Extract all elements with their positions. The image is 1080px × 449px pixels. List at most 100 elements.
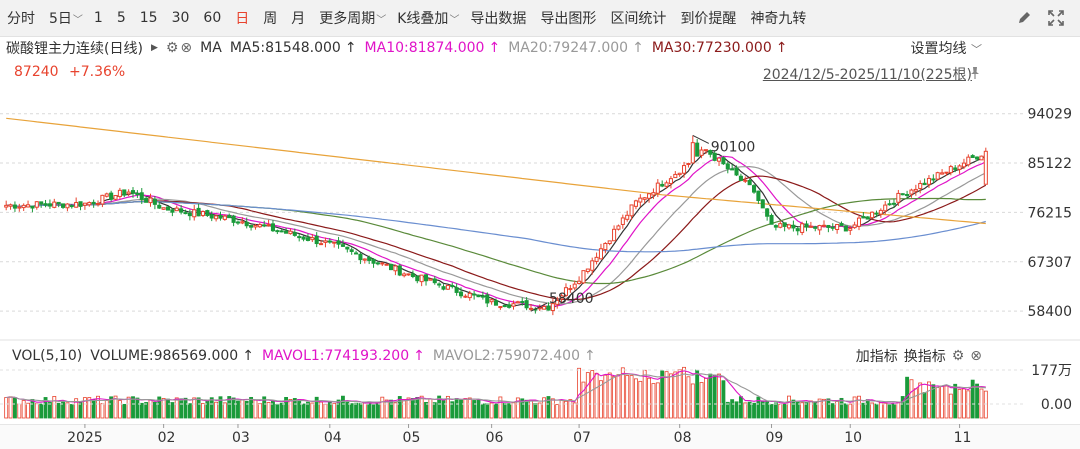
volume-bar (603, 374, 608, 419)
candle (922, 178, 927, 186)
last-price: 87240 (14, 64, 59, 80)
volume-bar (699, 382, 704, 419)
volume-bar (515, 397, 520, 419)
chevron-down-icon: ﹀ (971, 43, 982, 56)
candle (345, 246, 350, 253)
settings-gear-icon[interactable]: ⚙ (165, 40, 179, 56)
candle-body (843, 225, 848, 232)
candle (800, 221, 805, 236)
candle (253, 223, 258, 230)
fullscreen-icon[interactable] (1046, 8, 1066, 28)
volume-bar (616, 374, 621, 419)
candle-body (747, 180, 752, 186)
date-range-label[interactable]: 2024/12/5-2025/11/10(225根) (762, 67, 972, 83)
candle (249, 225, 254, 231)
candle (940, 169, 945, 175)
period-tab-11[interactable]: K线叠加 (397, 11, 449, 27)
period-tab-2[interactable]: 1 (93, 10, 103, 26)
candle-body (419, 274, 424, 283)
candle (319, 239, 324, 246)
candle-body (441, 286, 446, 290)
expand-arrow-icon[interactable]: ▶ (150, 43, 158, 53)
pin-icon[interactable] (968, 64, 982, 82)
volume-settings-gear-icon[interactable]: ⚙ (951, 348, 965, 364)
period-tab-16[interactable]: 神奇九转 (750, 11, 807, 27)
candle-body (78, 201, 83, 207)
candle (743, 176, 748, 183)
period-tab-13[interactable]: 导出图形 (540, 11, 597, 27)
candle (12, 201, 17, 212)
period-tab-7[interactable]: 日 (235, 11, 250, 27)
period-tab-14[interactable]: 区间统计 (610, 11, 667, 27)
period-tab-9[interactable]: 月 (291, 11, 306, 27)
candle (585, 268, 590, 274)
candle (813, 225, 818, 232)
candle (638, 194, 643, 207)
candle-body (677, 172, 682, 176)
x-tick-label: 09 (766, 430, 784, 446)
candle-body (717, 157, 722, 162)
close-circle-icon[interactable]: ⊗ (180, 40, 193, 56)
volume-bar (183, 397, 188, 419)
period-tab-1[interactable]: 5日 (49, 11, 72, 27)
candle-body (839, 223, 844, 227)
ma20-arrow-up-icon: ↑ (632, 40, 644, 56)
candlestick-series (4, 135, 988, 316)
candle-body (856, 217, 862, 227)
volume-bar (918, 382, 923, 419)
volume-bar (113, 395, 118, 419)
candle-body (362, 258, 367, 261)
draw-pen-icon[interactable] (1014, 8, 1034, 28)
candle-body (485, 294, 490, 304)
vol-indicator-label: VOL(5,10) (12, 348, 83, 364)
candle (730, 164, 735, 171)
candle (852, 221, 857, 229)
period-tab-5[interactable]: 30 (171, 10, 190, 26)
volume-bar (852, 396, 857, 419)
candle (577, 276, 582, 285)
candle (550, 299, 555, 316)
set-ma-button[interactable]: 设置均线 ﹀ (911, 38, 982, 58)
volume-bar (52, 396, 57, 419)
candle-body (848, 227, 853, 231)
candle-body (918, 183, 923, 189)
period-tab-10[interactable]: 更多周期 (319, 11, 376, 27)
annotation-high: 90100 (711, 139, 756, 155)
switch-indicator-button[interactable]: 换指标 (903, 349, 946, 365)
candle (122, 189, 127, 198)
volume-bar (607, 372, 612, 419)
candle-body (489, 299, 494, 303)
candle (712, 150, 717, 162)
volume-bar (953, 383, 958, 419)
period-tab-0[interactable]: 分时 (7, 11, 35, 27)
candle (445, 284, 450, 290)
candle (397, 263, 402, 277)
period-tab-8[interactable]: 周 (263, 11, 278, 27)
candle-body (358, 253, 363, 261)
volume-bar (279, 402, 284, 419)
period-tab-12[interactable]: 导出数据 (470, 11, 527, 27)
candle-body (200, 211, 206, 216)
candle-body (249, 225, 254, 228)
volume-bar (467, 397, 472, 419)
volume-bar (817, 398, 822, 419)
candle (966, 154, 971, 167)
candle-body (590, 260, 595, 271)
candle-body (804, 223, 809, 228)
period-tab-3[interactable]: 5 (116, 10, 126, 26)
period-tab-15[interactable]: 到价提醒 (680, 11, 737, 27)
period-tab-6[interactable]: 60 (203, 10, 222, 26)
candle (157, 201, 162, 209)
period-tab-4[interactable]: 15 (139, 10, 158, 26)
volume-bar (13, 397, 17, 419)
volume-bar (349, 403, 354, 419)
candle-body (183, 212, 188, 215)
volume-bar (927, 381, 931, 419)
candle-body (808, 225, 813, 228)
candle (953, 165, 958, 173)
volume-bar (345, 401, 350, 419)
volume-close-icon[interactable]: ⊗ (970, 348, 982, 364)
candle (196, 203, 201, 217)
add-indicator-button[interactable]: 加指标 (855, 349, 898, 365)
